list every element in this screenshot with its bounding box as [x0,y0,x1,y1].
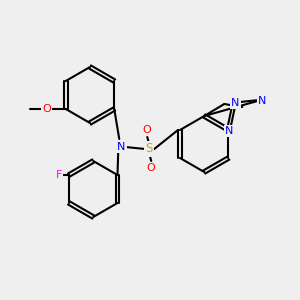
Text: N: N [225,126,234,136]
Text: O: O [143,125,152,135]
Text: S: S [146,142,153,155]
Text: F: F [56,170,62,180]
Text: O: O [42,104,51,114]
Text: N: N [258,96,266,106]
Text: N: N [117,142,125,152]
Text: O: O [147,163,156,173]
Text: N: N [231,98,239,108]
